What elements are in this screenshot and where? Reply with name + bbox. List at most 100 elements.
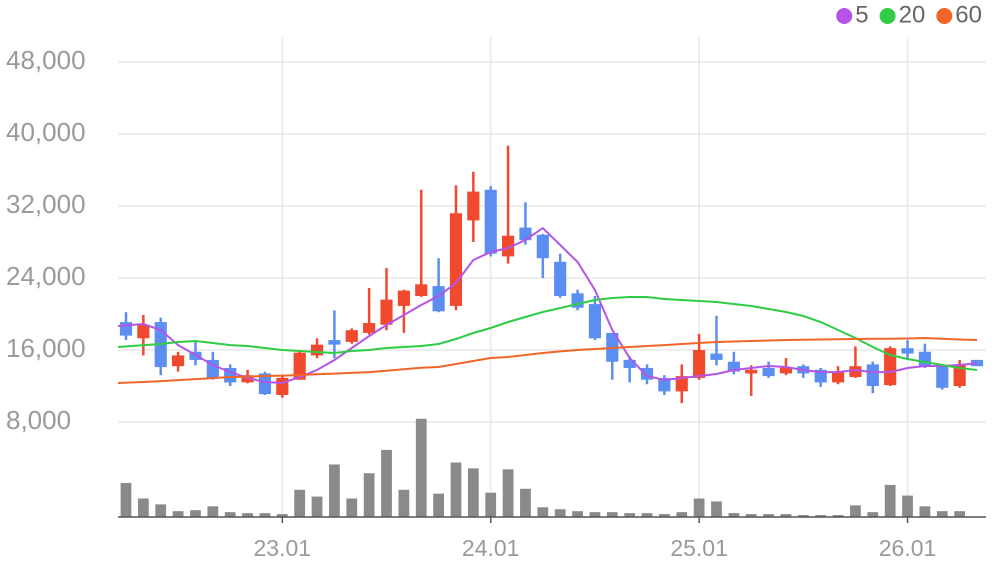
volume-bar	[763, 514, 774, 517]
candle-body	[588, 304, 601, 339]
candle-body	[745, 369, 758, 374]
candle-body	[345, 330, 358, 342]
candle-body	[519, 227, 532, 241]
volume-bar	[676, 512, 688, 517]
candle-body	[866, 364, 879, 386]
volume-bar	[572, 511, 583, 517]
volume-bar	[554, 509, 566, 517]
legend-dot	[879, 8, 896, 24]
ma-line	[117, 296, 978, 371]
candle-body	[901, 348, 914, 354]
volume-bar	[346, 498, 358, 517]
volume-bar	[659, 514, 670, 517]
candle-body	[623, 359, 636, 368]
x-tick-label: 25.01	[670, 535, 728, 561]
candle-body	[831, 371, 845, 383]
volume-bar	[190, 510, 201, 517]
legend-dot	[836, 8, 853, 24]
volume-bar	[450, 462, 462, 517]
volume-bar	[120, 482, 132, 517]
volume-bar	[363, 473, 375, 517]
volume-bar	[832, 515, 844, 517]
volume-bar	[884, 484, 896, 517]
candle-body	[276, 377, 289, 395]
volume-bar	[172, 511, 184, 517]
candle-body	[536, 234, 549, 259]
volume-bar	[502, 469, 514, 517]
legend-label: 5	[855, 1, 868, 28]
candle-body	[918, 351, 931, 367]
y-tick-label: 24,000	[6, 261, 86, 291]
y-tick-label: 48,000	[6, 45, 86, 75]
volume-bar	[902, 495, 913, 517]
candle-body	[310, 344, 324, 356]
x-tick-label: 26.01	[879, 535, 937, 561]
candle-body	[415, 284, 428, 296]
legend-label: 60	[955, 1, 982, 28]
volume-bar	[606, 512, 618, 517]
volume-bar	[485, 492, 497, 517]
volume-bar	[467, 468, 479, 517]
y-tick-label: 8,000	[6, 405, 71, 435]
volume-bar	[276, 514, 288, 517]
volume-bar	[398, 489, 410, 517]
candle-body	[172, 355, 185, 367]
candle-body	[467, 191, 480, 221]
volume-bar	[641, 513, 653, 517]
candle-body	[484, 189, 497, 254]
candle-body	[432, 286, 445, 312]
volume-bar	[797, 515, 809, 517]
candle-body	[363, 323, 376, 333]
volume-bar	[207, 506, 219, 517]
candle-body	[675, 376, 688, 392]
candle-body	[258, 373, 272, 395]
candle-body	[970, 359, 984, 367]
candle-body	[936, 366, 949, 388]
volume-bar	[780, 514, 792, 517]
candle-body	[953, 364, 966, 386]
x-tick-label: 23.01	[254, 535, 312, 561]
candle-body	[328, 340, 341, 345]
candle-body	[658, 377, 671, 392]
x-tick-label: 24.01	[462, 535, 520, 561]
candle-body	[727, 361, 740, 372]
volume-bar	[224, 512, 236, 517]
volume-bar	[137, 498, 149, 517]
volume-bar	[381, 449, 392, 517]
volume-bar	[415, 418, 427, 517]
volume-bar	[433, 493, 444, 517]
legend-dot	[936, 8, 953, 24]
volume-bar	[919, 506, 931, 517]
volume-bar	[624, 513, 636, 517]
volume-bar	[311, 496, 323, 517]
candle-body	[779, 367, 793, 374]
candle-body	[693, 350, 706, 378]
volume-bar	[711, 501, 722, 517]
candle-body	[449, 213, 463, 306]
volume-bar	[693, 498, 705, 517]
volume-bar	[954, 511, 966, 517]
legend-label: 20	[899, 1, 926, 28]
volume-bar	[259, 513, 271, 517]
candle-body	[640, 368, 654, 380]
volume-bar	[537, 507, 549, 517]
volume-bar	[329, 464, 340, 517]
candle-body	[710, 353, 723, 360]
volume-bar	[728, 513, 740, 517]
candle-body	[397, 290, 410, 306]
volume-bar	[936, 511, 948, 517]
candle-body	[502, 235, 515, 257]
candle-body	[380, 299, 393, 325]
candle-body	[762, 368, 775, 377]
volume-bar	[242, 513, 253, 517]
candle-body	[293, 352, 306, 380]
ma-line	[117, 336, 978, 384]
candle-body	[884, 348, 897, 386]
volume-bar	[850, 505, 861, 517]
y-tick-label: 40,000	[6, 117, 86, 147]
volume-bar	[867, 512, 879, 517]
candle-body	[849, 366, 862, 377]
volume-bar	[520, 488, 531, 517]
volume-bar	[745, 514, 757, 517]
